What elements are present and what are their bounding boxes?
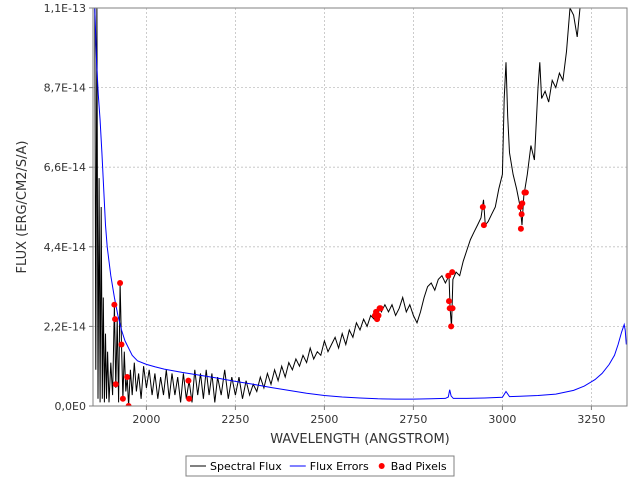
y-tick-label: 2,2E-14 bbox=[44, 320, 86, 333]
bad-pixel-point bbox=[446, 298, 452, 305]
bad-pixel-point bbox=[112, 316, 119, 323]
y-axis-title: FLUX (ERG/CM2/S/A) bbox=[15, 141, 30, 274]
bad-pixel-point bbox=[119, 395, 126, 402]
plot-border bbox=[92, 7, 628, 407]
legend-label: Bad Pixels bbox=[391, 460, 447, 473]
x-tick-label: 2750 bbox=[399, 413, 427, 426]
bad-pixel-point bbox=[519, 200, 526, 207]
bad-pixel-point bbox=[522, 189, 529, 196]
bad-pixel-point bbox=[375, 312, 382, 319]
x-tick-label: 2250 bbox=[221, 413, 249, 426]
bad-pixel-point bbox=[125, 403, 132, 406]
y-tick-label: 0,0E0 bbox=[55, 400, 86, 413]
bad-pixel-point bbox=[449, 305, 456, 312]
flux-errors-line bbox=[94, 8, 627, 400]
x-tick-label: 3000 bbox=[488, 413, 516, 426]
legend-label: Spectral Flux bbox=[210, 460, 282, 473]
plot-background bbox=[93, 8, 627, 406]
x-tick-label: 3250 bbox=[577, 413, 605, 426]
bad-pixel-point bbox=[111, 301, 118, 308]
legend-box bbox=[185, 455, 455, 477]
bad-pixel-point bbox=[118, 341, 125, 348]
bad-pixel-point bbox=[377, 305, 384, 312]
y-axis: 0,0E0 2,2E-14 4,4E-14 6,6E-14 8,7E-14 1,1E-13 bbox=[44, 2, 93, 413]
x-axis: 2000 2250 2500 2750 3000 3250 bbox=[132, 406, 605, 426]
bad-pixel-point bbox=[480, 222, 487, 229]
bad-pixel-point bbox=[124, 374, 131, 381]
y-tick-label: 6,6E-14 bbox=[44, 161, 86, 174]
series-layer bbox=[94, 8, 627, 406]
y-tick-label: 8,7E-14 bbox=[44, 82, 86, 95]
bad-pixel-point bbox=[518, 211, 525, 218]
legend-marker bbox=[378, 463, 385, 469]
bad-pixel-point bbox=[479, 204, 486, 210]
bad-pixel-point bbox=[185, 377, 192, 384]
plot-area bbox=[92, 7, 628, 407]
legend-label: Flux Errors bbox=[310, 460, 369, 473]
x-tick-label: 2000 bbox=[132, 413, 160, 426]
x-axis-title: WAVELENGTH (ANGSTROM) bbox=[270, 432, 449, 447]
x-tick-label: 2500 bbox=[310, 413, 338, 426]
bad-pixel-point bbox=[186, 395, 193, 402]
legend: Spectral Flux Flux Errors Bad Pixels bbox=[185, 455, 455, 477]
bad-pixel-point bbox=[117, 279, 124, 286]
bad-pixel-point bbox=[445, 272, 452, 279]
spectral-flux-line bbox=[94, 8, 582, 406]
bad-pixel-point bbox=[448, 323, 455, 330]
bad-pixel-point bbox=[517, 225, 524, 232]
y-tick-label: 1,1E-13 bbox=[44, 2, 86, 15]
bad-pixel-point bbox=[112, 381, 119, 388]
bad-pixel-point bbox=[449, 269, 456, 276]
y-tick-label: 4,4E-14 bbox=[44, 241, 86, 254]
